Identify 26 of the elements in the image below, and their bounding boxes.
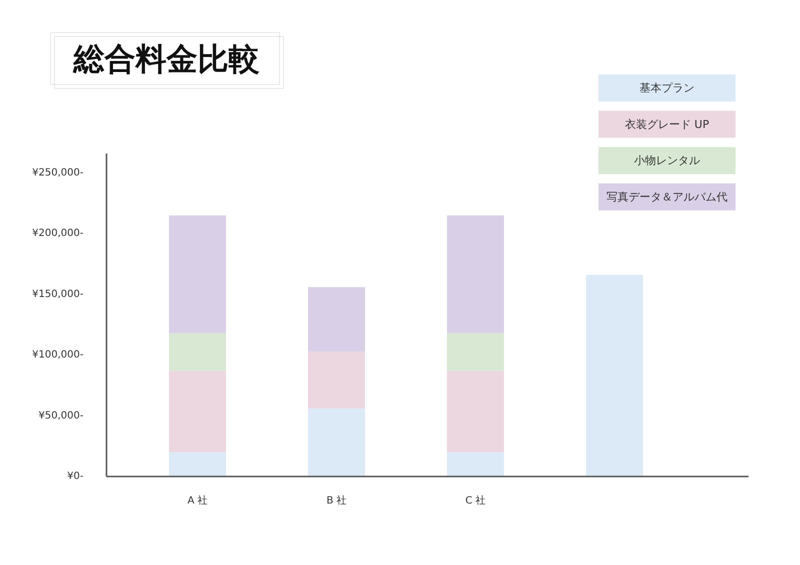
bar	[308, 287, 365, 352]
bar	[586, 274, 643, 476]
bar	[447, 215, 504, 334]
bar	[169, 215, 226, 334]
y-tick-label: ¥200,000-	[32, 228, 84, 240]
y-tick-label: ¥50,000-	[38, 410, 84, 422]
bar	[308, 351, 365, 408]
x-tick-label: B 社	[326, 494, 347, 506]
chart-title: 総合料金比較	[72, 42, 260, 78]
y-tick-label: ¥100,000-	[32, 350, 84, 361]
x-tick-label: A 社	[187, 494, 208, 506]
x-tick-label: C 社	[465, 494, 486, 506]
bar	[447, 333, 504, 371]
bar	[447, 370, 504, 452]
bar	[169, 452, 226, 476]
y-tick-label: ¥250,000-	[32, 167, 84, 178]
text: 写真データ＆アルバム代	[606, 190, 728, 204]
y-tick-label: ¥0-	[67, 471, 84, 482]
text: 衣装グレード UP	[624, 118, 710, 131]
bar	[169, 370, 226, 452]
text: 基本プラン	[640, 82, 694, 94]
bar	[308, 408, 365, 476]
bar	[169, 333, 226, 371]
bar	[447, 452, 504, 476]
y-tick-label: ¥150,000-	[32, 288, 84, 300]
text: 小物レンタル	[634, 154, 700, 168]
